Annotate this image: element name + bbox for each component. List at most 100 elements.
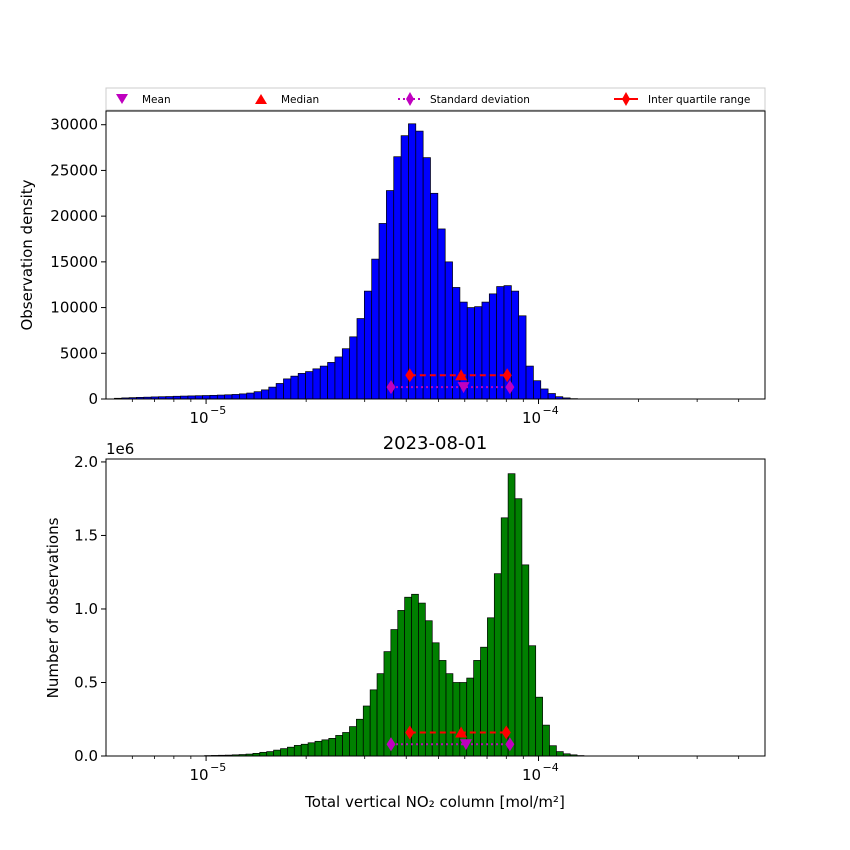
bottom-bar — [376, 673, 385, 757]
bottom-bar — [500, 517, 509, 757]
top-y-tick-label: 15000 — [50, 253, 98, 271]
legend-item-iqr: Inter quartile range — [614, 92, 750, 106]
top-bar — [231, 394, 240, 400]
bottom-y-tick-label: 0.5 — [74, 673, 98, 691]
top-bar — [415, 130, 424, 400]
bottom-bar — [369, 689, 378, 757]
bottom-bar — [507, 473, 516, 757]
top-bar — [371, 258, 380, 400]
bottom-x-tick-label: 10 — [190, 766, 209, 784]
bottom-plot-frame — [105, 458, 766, 757]
top-bar — [444, 261, 453, 400]
bottom-y-axis-label: Number of observations — [44, 517, 62, 698]
top-bar — [283, 378, 292, 400]
top-y-tick-label: 30000 — [50, 116, 98, 134]
top-bar — [261, 389, 270, 400]
bottom-bars — [204, 473, 585, 757]
top-x-tick-exponent: −5 — [210, 404, 226, 417]
bottom-bar — [480, 646, 488, 757]
mean-marker-icon — [116, 94, 128, 104]
top-bar — [547, 393, 556, 400]
bottom-bar — [549, 745, 557, 757]
top-bar — [496, 286, 505, 400]
top-mean-marker — [457, 382, 470, 394]
top-bar — [319, 365, 328, 400]
bottom-bar — [321, 739, 330, 757]
bottom-y-ticks: 0.0 0.5 1.0 1.5 2.0 — [74, 453, 106, 765]
top-x-ticks: 10 −5 10 −4 — [131, 399, 740, 427]
bottom-bar — [521, 564, 530, 757]
bottom-bar — [542, 724, 550, 757]
bottom-bar — [266, 751, 274, 757]
top-y-axis-label: Observation density — [18, 179, 36, 330]
top-bar — [239, 393, 248, 400]
legend-box — [105, 87, 766, 111]
top-bar — [525, 365, 534, 400]
bottom-bar — [431, 642, 440, 757]
bottom-x-ticks: 10 −5 10 −4 — [131, 756, 740, 784]
bottom-bar — [349, 726, 357, 757]
top-x-tick-exponent: −4 — [543, 404, 559, 417]
bottom-bar — [493, 573, 502, 757]
top-bar — [408, 123, 417, 400]
bottom-y-tick-label: 2.0 — [74, 453, 98, 471]
legend-label-mean: Mean — [142, 94, 171, 106]
bottom-bar — [342, 732, 350, 757]
bottom-bar — [528, 645, 537, 757]
bottom-chart-title: 2023-08-01 — [383, 433, 488, 454]
bottom-bar — [424, 620, 433, 757]
bottom-histogram: 2023-08-01 0.00.51.01.52.0 10 −5 10 −4 1e6 … — [44, 433, 766, 811]
top-bar — [393, 156, 402, 400]
bottom-y-tick-label: 1.0 — [74, 600, 98, 618]
bottom-bar — [514, 498, 523, 757]
top-bar — [334, 356, 343, 400]
bottom-offset-label: 1e6 — [106, 440, 134, 458]
bottom-bar — [438, 660, 447, 757]
top-bar — [466, 307, 475, 400]
top-bar — [216, 394, 226, 400]
top-bar — [386, 190, 395, 400]
top-bars — [114, 123, 578, 400]
bottom-bar — [390, 629, 399, 757]
top-bar — [437, 228, 446, 400]
top-y-tick-label: 5000 — [60, 344, 98, 362]
bottom-bar — [314, 740, 323, 757]
top-iqr-high-marker — [502, 368, 512, 383]
bottom-bar — [556, 751, 564, 757]
top-bar — [349, 336, 358, 400]
top-x-tick-label: 10 — [190, 409, 209, 427]
top-bar — [481, 301, 490, 400]
top-bar — [246, 392, 255, 400]
bottom-y-tick-label: 1.5 — [74, 526, 98, 544]
top-bar — [275, 383, 284, 400]
bottom-bar — [300, 743, 309, 757]
bottom-bar — [273, 749, 281, 757]
bottom-bar — [307, 742, 316, 757]
top-y-tick-label: 0 — [88, 390, 98, 408]
bottom-x-tick-exponent: −5 — [210, 761, 226, 774]
bottom-bar — [362, 705, 371, 757]
legend-item-mean: Mean — [116, 94, 171, 106]
top-y-ticks: 0 5000 10000 15000 20000 25000 30000 — [50, 116, 106, 408]
top-stats — [386, 368, 515, 395]
bottom-bar — [293, 745, 302, 757]
top-y-tick-label: 10000 — [50, 299, 98, 317]
bottom-bar — [259, 751, 268, 757]
top-y-tick-label: 25000 — [50, 161, 98, 179]
top-bar — [268, 386, 277, 400]
top-bar — [533, 380, 542, 400]
top-bar — [363, 290, 373, 400]
top-bar — [488, 293, 497, 400]
top-bar — [224, 394, 233, 400]
top-bar — [290, 375, 299, 400]
bottom-std-high-marker — [505, 737, 515, 752]
top-bar — [341, 348, 350, 400]
top-bar — [378, 223, 387, 400]
bottom-iqr-low-marker — [405, 725, 415, 740]
legend-item-std: Standard deviation — [398, 92, 530, 106]
bottom-median-marker — [455, 726, 468, 738]
top-x-tick-label: 10 — [522, 409, 541, 427]
legend-item-median: Median — [255, 94, 319, 106]
top-std-high-marker — [505, 380, 515, 395]
